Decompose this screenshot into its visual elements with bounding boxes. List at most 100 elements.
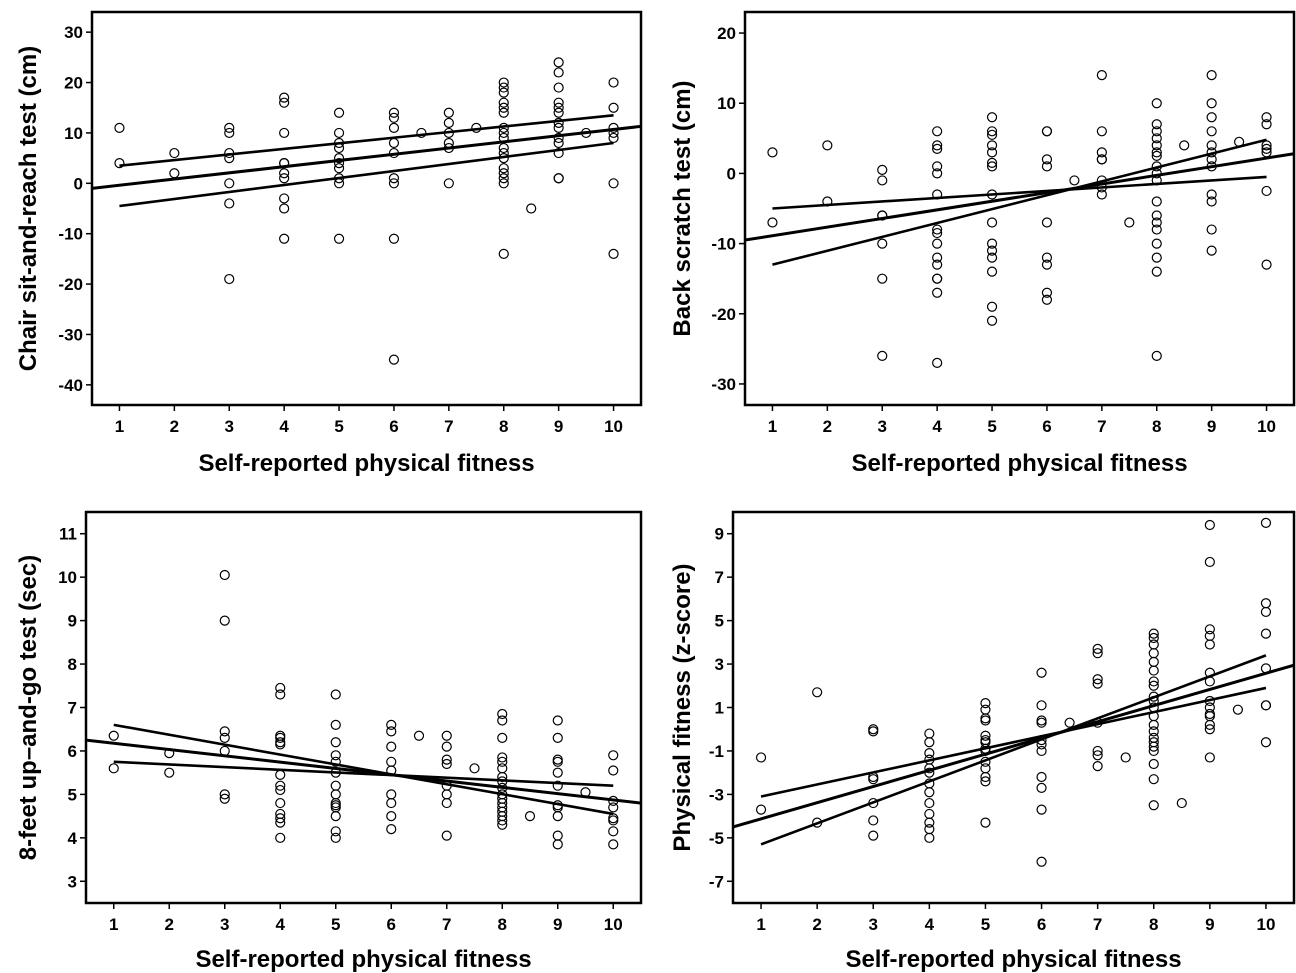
panel-1: 1 2 3 4 5 6 7 8 9 10 30 20 10 0 -10 -20 -30 -40 Self-repor… bbox=[15, 10, 643, 477]
data-point bbox=[1036, 771, 1047, 783]
data-point bbox=[1092, 750, 1103, 761]
data-point bbox=[275, 832, 286, 843]
data-point bbox=[388, 178, 400, 189]
data-point bbox=[1206, 196, 1217, 207]
data-point bbox=[498, 97, 509, 108]
data-point bbox=[924, 737, 935, 748]
y-tick-label: 10 bbox=[64, 124, 83, 143]
data-point bbox=[498, 127, 509, 139]
data-point bbox=[1206, 98, 1217, 109]
plot-frame bbox=[743, 10, 1296, 407]
data-point bbox=[932, 161, 943, 172]
data-point bbox=[608, 102, 619, 113]
data-point bbox=[330, 800, 341, 811]
data-point bbox=[1148, 726, 1159, 737]
data-point bbox=[497, 756, 508, 767]
data-point bbox=[1261, 259, 1272, 270]
data-point bbox=[980, 698, 991, 709]
data-point bbox=[608, 802, 619, 813]
data-point bbox=[552, 732, 563, 744]
data-point bbox=[932, 357, 943, 368]
plot-frame bbox=[731, 510, 1296, 905]
data-point bbox=[1124, 217, 1135, 228]
data-point bbox=[553, 132, 564, 144]
data-point bbox=[932, 140, 943, 151]
x-tick-label: 10 bbox=[1257, 417, 1276, 436]
data-point bbox=[924, 817, 935, 828]
data-point bbox=[275, 813, 286, 824]
x-tick-label: 3 bbox=[869, 915, 878, 934]
data-point bbox=[219, 789, 230, 800]
data-point bbox=[552, 780, 563, 791]
data-point bbox=[1204, 752, 1215, 763]
y-tick-label: -1 bbox=[709, 742, 724, 761]
panel-3: 1 2 3 4 5 6 7 8 9 10 11 10 9 8 7 6 5 4 3 Self-reported phys… bbox=[15, 510, 643, 973]
data-point bbox=[1096, 189, 1107, 200]
data-point bbox=[755, 752, 767, 763]
data-point bbox=[1036, 856, 1047, 867]
x-tick-label: 3 bbox=[220, 915, 229, 934]
y-tick-label: 7 bbox=[715, 568, 724, 587]
data-point bbox=[1148, 648, 1159, 659]
data-point bbox=[1148, 719, 1159, 730]
data-point bbox=[219, 569, 230, 581]
data-point bbox=[1148, 665, 1159, 676]
data-point bbox=[330, 832, 341, 843]
x-axis-label: Self-reported physical fitness bbox=[198, 450, 534, 477]
data-point bbox=[608, 178, 619, 189]
data-point bbox=[275, 797, 286, 809]
data-point bbox=[275, 784, 286, 796]
data-point bbox=[497, 715, 508, 726]
data-point bbox=[924, 787, 935, 798]
data-point bbox=[1148, 800, 1159, 811]
x-tick-label: 6 bbox=[1037, 915, 1046, 934]
data-point bbox=[497, 763, 508, 774]
data-point bbox=[932, 168, 943, 179]
data-point bbox=[1151, 210, 1162, 221]
x-tick-label: 8 bbox=[499, 417, 508, 436]
data-point bbox=[553, 147, 564, 159]
data-point bbox=[279, 127, 290, 139]
data-point bbox=[114, 158, 125, 169]
data-point bbox=[553, 97, 564, 108]
data-point bbox=[986, 129, 998, 140]
data-point bbox=[224, 178, 235, 189]
data-point bbox=[386, 741, 397, 752]
x-tick-label: 5 bbox=[331, 915, 340, 934]
data-point bbox=[219, 726, 230, 737]
data-point bbox=[1204, 639, 1215, 650]
data-point bbox=[553, 57, 564, 68]
data-point bbox=[169, 147, 180, 159]
y-tick-label: -40 bbox=[58, 376, 83, 395]
data-point bbox=[498, 77, 509, 88]
data-point bbox=[552, 830, 563, 841]
data-point bbox=[497, 752, 508, 763]
data-point bbox=[877, 175, 888, 186]
data-point bbox=[1261, 143, 1272, 154]
data-point bbox=[1148, 741, 1159, 752]
data-point bbox=[333, 127, 345, 139]
x-tick-label: 2 bbox=[812, 915, 821, 934]
x-tick-label: 8 bbox=[1152, 417, 1161, 436]
data-point bbox=[114, 122, 125, 133]
data-point bbox=[1206, 126, 1217, 137]
plot-frame bbox=[84, 510, 643, 905]
data-point bbox=[1151, 147, 1162, 158]
data-point bbox=[388, 112, 400, 123]
y-tick-label: 3 bbox=[715, 655, 724, 674]
data-point bbox=[1204, 556, 1215, 568]
data-point bbox=[868, 726, 879, 737]
x-tick-label: 1 bbox=[109, 915, 118, 934]
y-tick-label: 11 bbox=[59, 525, 77, 544]
data-point bbox=[1204, 711, 1215, 722]
data-point bbox=[497, 815, 508, 826]
data-point bbox=[608, 826, 619, 837]
data-point bbox=[986, 147, 998, 158]
data-point bbox=[552, 715, 563, 726]
data-point bbox=[108, 730, 119, 741]
data-point bbox=[767, 147, 778, 158]
data-point bbox=[986, 157, 998, 168]
data-point bbox=[1092, 678, 1103, 689]
data-point bbox=[1148, 745, 1159, 757]
